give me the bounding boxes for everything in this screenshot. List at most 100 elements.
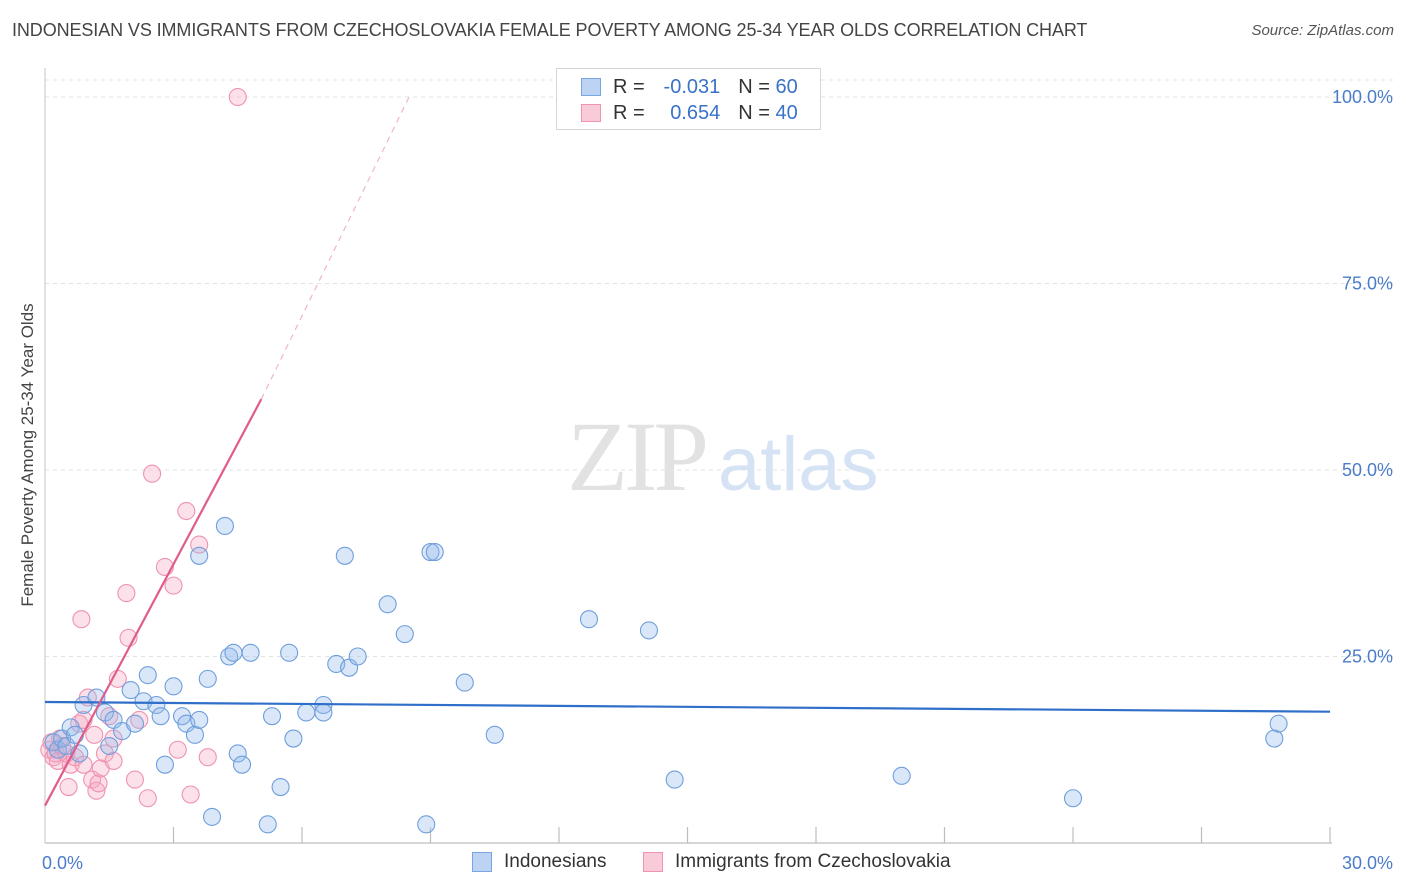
czechoslovakia-point [228,87,247,107]
czechoslovakia-point [138,789,157,808]
gridlines [45,79,1393,657]
legend-swatch-blue [581,78,601,96]
indonesians-point [297,703,316,722]
legend-n-value: 60 [775,75,798,98]
correlation-legend: R = -0.031 N = 60 R = 0.654 N = 40 [556,68,821,130]
legend-r-label: R = [613,75,645,98]
indonesians-point [455,673,474,692]
indonesians-point [639,621,659,640]
czechoslovakia-trend-line [44,398,263,807]
czechoslovakia-point [85,725,104,744]
indonesians-point [121,681,140,700]
indonesians-point [190,710,209,729]
legend-swatch-pink [581,104,601,122]
legend-n-value: 40 [775,101,798,124]
series-swatch-blue [472,852,492,872]
czechoslovakia-trend-extension [260,96,410,400]
czechoslovakia-point [125,770,144,789]
indonesians-point [138,666,157,685]
czechoslovakia-point [177,501,196,521]
indonesians-point [65,725,85,744]
indonesians-point [203,807,222,826]
watermark-atlas: atlas [718,422,879,507]
indonesians-point [228,744,247,763]
indonesians-point [224,643,243,662]
indonesians-point [100,736,119,756]
y-tick-label: 50.0% [1342,460,1393,480]
indonesians-point [164,677,183,696]
y-tick-label: 75.0% [1342,274,1393,294]
legend-row-indonesians: R = -0.031 N = 60 [581,74,798,100]
y-tick-label: 100.0% [1332,87,1393,107]
czechoslovakia-point [143,464,162,483]
indonesians-point [190,546,209,565]
chart-title: INDONESIAN VS IMMIGRANTS FROM CZECHOSLOV… [12,20,1088,40]
czechoslovakia-point [198,748,217,767]
series-legend: Indonesians Immigrants from Czechoslovak… [0,851,1406,877]
tick-labels: 25.0% 50.0% 75.0% 100.0% 0.0% 30.0% [42,87,1393,873]
indonesians-point [335,546,354,565]
watermark-zip: ZIP [567,401,705,512]
indonesians-point [151,707,170,726]
indonesians-point [258,815,277,834]
indonesians-point [395,625,414,644]
legend-r-label: R = [613,101,645,124]
czechoslovakia-point [181,785,200,804]
legend-n-label: N = [738,75,770,98]
czechoslovakia-point [164,576,183,595]
indonesians-point [1063,789,1083,808]
series-legend-indonesians: Indonesians [472,851,606,873]
x-tick-label: 0.0% [42,853,83,873]
indonesians-point [241,643,260,662]
indonesians-point [579,610,599,629]
chart-source: Source: ZipAtlas.com [1251,22,1394,39]
legend-r-value: 0.654 [670,101,721,124]
indonesians-points [44,516,1288,834]
indonesians-point [48,740,67,759]
indonesians-point [215,516,234,536]
legend-n-label: N = [738,101,770,124]
czechoslovakia-point [74,755,93,774]
watermark: ZIP atlas [567,401,879,512]
y-tick-label: 25.0% [1342,647,1393,667]
czechoslovakia-points [40,87,247,808]
indonesians-trend-line [44,700,1331,713]
indonesians-point [155,755,174,774]
indonesians-point [232,755,252,774]
indonesians-point [1269,714,1288,733]
czechoslovakia-point [59,777,78,797]
indonesians-point [147,695,166,715]
indonesians-point [271,777,290,797]
indonesians-point [185,725,204,744]
indonesians-point [378,595,397,614]
trend-lines [44,96,1331,807]
czechoslovakia-point [104,751,123,770]
indonesians-point [314,703,333,722]
indonesians-point [425,543,444,562]
indonesians-point [262,707,282,726]
czechoslovakia-point [87,781,106,800]
legend-r-value: -0.031 [663,75,721,98]
indonesians-point [348,647,367,666]
series-legend-czechoslovakia: Immigrants from Czechoslovakia [643,851,951,873]
czechoslovakia-point [168,740,187,759]
indonesians-point [280,643,299,662]
series-swatch-pink [643,852,663,872]
legend-row-czechoslovakia: R = 0.654 N = 40 [581,100,798,126]
x-tick-label: 30.0% [1342,853,1393,873]
indonesians-point [198,669,217,688]
axes [44,68,1332,844]
series-label-czechoslovakia: Immigrants from Czechoslovakia [675,851,951,872]
indonesians-point [421,543,440,562]
indonesians-point [892,766,911,785]
series-label-indonesians: Indonesians [504,851,607,872]
indonesians-point [1265,729,1284,748]
indonesians-point [417,815,436,834]
czechoslovakia-point [89,774,108,793]
indonesians-point [485,725,504,744]
czechoslovakia-point [72,610,91,629]
indonesians-point [284,729,303,748]
czechoslovakia-point [117,584,136,603]
indonesians-point [125,714,144,733]
